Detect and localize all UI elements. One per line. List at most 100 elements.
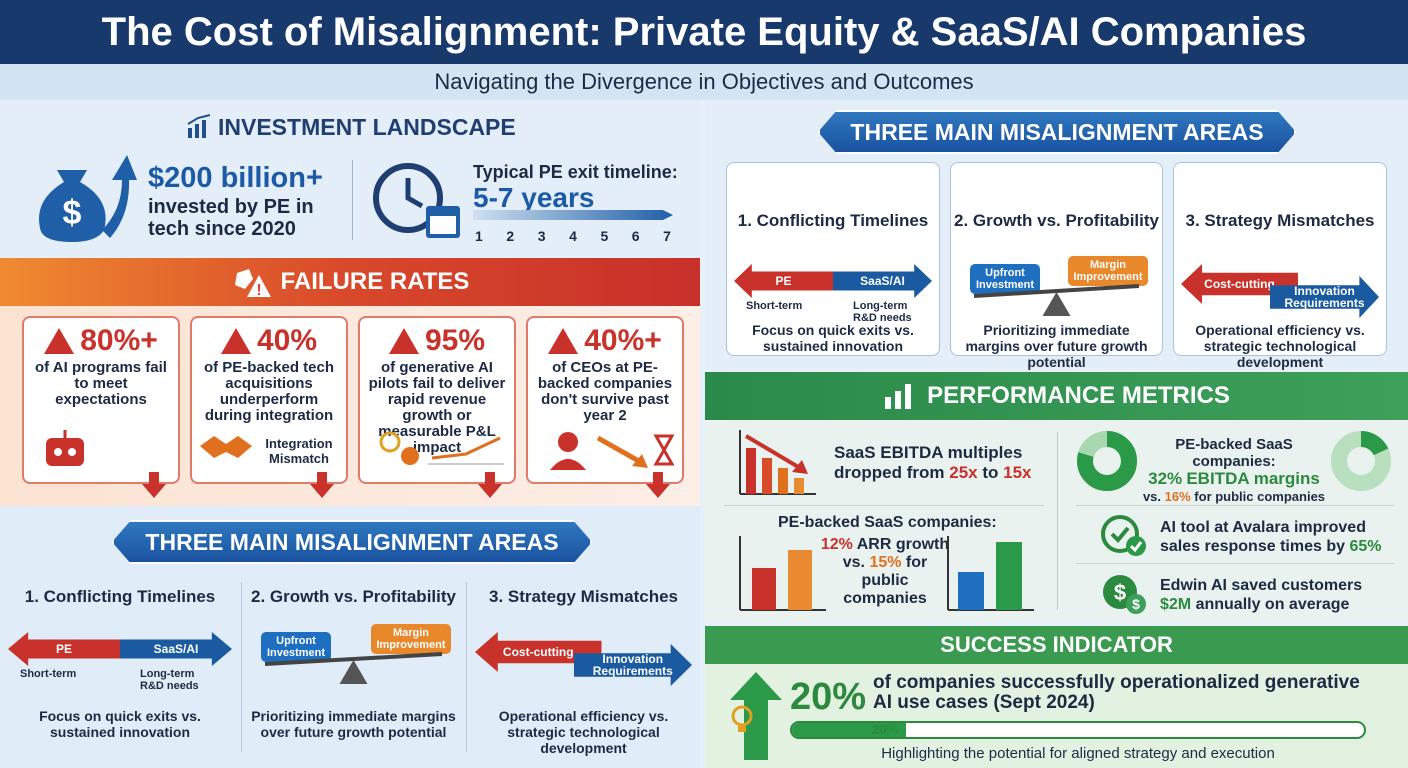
value: 16% — [1164, 489, 1191, 504]
timeline-tick: 6 — [631, 228, 640, 244]
stat-value: 80%+ — [80, 324, 158, 357]
timeline-ticks: 1 2 3 4 5 6 7 — [475, 228, 671, 244]
chart-icon — [187, 114, 211, 138]
box: 32% EBITDA margins — [1134, 470, 1334, 488]
section-title: THREE MAIN MISALIGNMENT AREAS — [145, 528, 559, 555]
left-tag: Upfront Investment — [261, 632, 331, 662]
area-desc: Prioritizing immediate margins over futu… — [251, 708, 456, 740]
success-header: SUCCESS INDICATOR — [705, 626, 1408, 664]
shape — [762, 458, 772, 494]
shape — [794, 478, 804, 494]
seesaw-icon — [264, 652, 443, 684]
label: SaaS/AI — [860, 274, 905, 288]
shape — [996, 542, 1022, 610]
shape — [653, 434, 675, 466]
shape — [430, 216, 456, 234]
stat-value: 40% — [256, 324, 318, 357]
progress-fill — [792, 723, 907, 737]
area-desc: Focus on quick exits vs. sustained innov… — [39, 708, 201, 740]
arr-metric: 12% ARR growth vs. 15% for public compan… — [820, 536, 950, 608]
stat: 40%+ — [526, 324, 684, 358]
shape — [379, 431, 504, 465]
header: The Cost of Misalignment: Private Equity… — [0, 0, 1408, 64]
shape — [1101, 515, 1139, 553]
failure-card — [190, 316, 348, 484]
divider — [724, 505, 1044, 506]
shape — [310, 472, 334, 498]
timeline-tick: 7 — [663, 228, 671, 244]
text: for public companies — [843, 554, 928, 607]
down-arrow — [478, 472, 502, 498]
shape — [792, 460, 808, 474]
shape — [373, 163, 443, 233]
shape — [339, 660, 368, 684]
warning-icon — [388, 328, 419, 354]
area-card — [726, 162, 940, 356]
avalara-metric: AI tool at Avalara improved sales respon… — [1160, 518, 1390, 556]
right-tag: Margin Improvement — [1068, 256, 1148, 286]
seesaw-icon — [973, 284, 1140, 316]
shape: $ — [1114, 580, 1126, 605]
section-title: PERFORMANCE METRICS — [927, 382, 1230, 409]
area-title: 3. Strategy Mismatches — [489, 587, 678, 606]
shape — [1042, 292, 1071, 316]
section-title: THREE MAIN MISALIGNMENT AREAS — [850, 118, 1264, 145]
stat-value: 95% — [424, 324, 486, 357]
warning-icon — [44, 328, 75, 354]
shape — [895, 391, 902, 409]
decline-chart-icon — [739, 430, 816, 495]
subtitle-band: Navigating the Divergence in Objectives … — [0, 64, 1408, 100]
area-title: 1. Conflicting Timelines — [737, 211, 929, 230]
timeline-bar — [473, 210, 673, 220]
success-caption: Highlighting the potential for aligned s… — [881, 745, 1275, 762]
shape — [405, 178, 424, 209]
area-desc: Prioritizing immediate margins over futu… — [965, 322, 1148, 370]
value: $2M — [1160, 596, 1192, 613]
subtitle: Navigating the Divergence in Objectives … — [434, 69, 974, 94]
shape: ! — [256, 282, 261, 299]
section-title: SUCCESS INDICATOR — [940, 632, 1173, 657]
label: PE — [775, 274, 792, 288]
edwin-metric: Edwin AI saved customers $2M annually on… — [1160, 576, 1390, 614]
performance-body — [705, 420, 1408, 622]
area-desc: Operational efficiency vs. strategic tec… — [498, 708, 669, 756]
card-text: of CEOs at PE-backed companies don't sur… — [537, 359, 673, 424]
shape — [54, 448, 62, 456]
shape — [646, 472, 670, 498]
alert-icon: ! — [234, 269, 271, 299]
text: for public companies — [1194, 489, 1326, 504]
shape — [778, 468, 788, 494]
shape — [731, 705, 753, 727]
check-icon — [1101, 515, 1146, 556]
shape — [401, 447, 419, 465]
progress-track — [790, 721, 1366, 739]
card-icon — [376, 428, 506, 473]
divider — [1057, 432, 1058, 610]
amount-text: invested by PE in tech since 2020 — [148, 196, 314, 240]
down-arrow — [646, 472, 670, 498]
section-title: INVESTMENT LANDSCAPE — [218, 114, 516, 140]
margins-metric: PE-backed SaaS companies: 32% EBITDA marg… — [1134, 436, 1334, 505]
card-icon — [40, 428, 90, 477]
shape — [1077, 431, 1137, 491]
text: AI tool at Avalara improved sales respon… — [1160, 519, 1366, 555]
value: 12% — [820, 536, 853, 553]
shape — [200, 436, 252, 458]
label: Cost-cutting — [502, 645, 574, 659]
divider — [352, 160, 353, 240]
card-text: of PE-backed tech acquisitions underperf… — [203, 359, 335, 424]
timeline-tick: 1 — [475, 228, 483, 244]
bar-chart-icon — [947, 536, 1034, 611]
shape — [234, 269, 253, 289]
label: Innovation Requirements — [592, 652, 673, 678]
stat-value: 40%+ — [584, 324, 662, 357]
timeline-tick: 5 — [600, 228, 609, 244]
area-title: 1. Conflicting Timelines — [24, 587, 216, 606]
timeline-tick: 4 — [569, 228, 577, 244]
shape — [142, 472, 166, 498]
box: vs. 16% for public companies — [1134, 488, 1334, 505]
divider — [1076, 505, 1394, 506]
warning-icon — [548, 328, 579, 354]
right-tag: Margin Improvement — [371, 624, 451, 654]
shape — [431, 436, 501, 460]
